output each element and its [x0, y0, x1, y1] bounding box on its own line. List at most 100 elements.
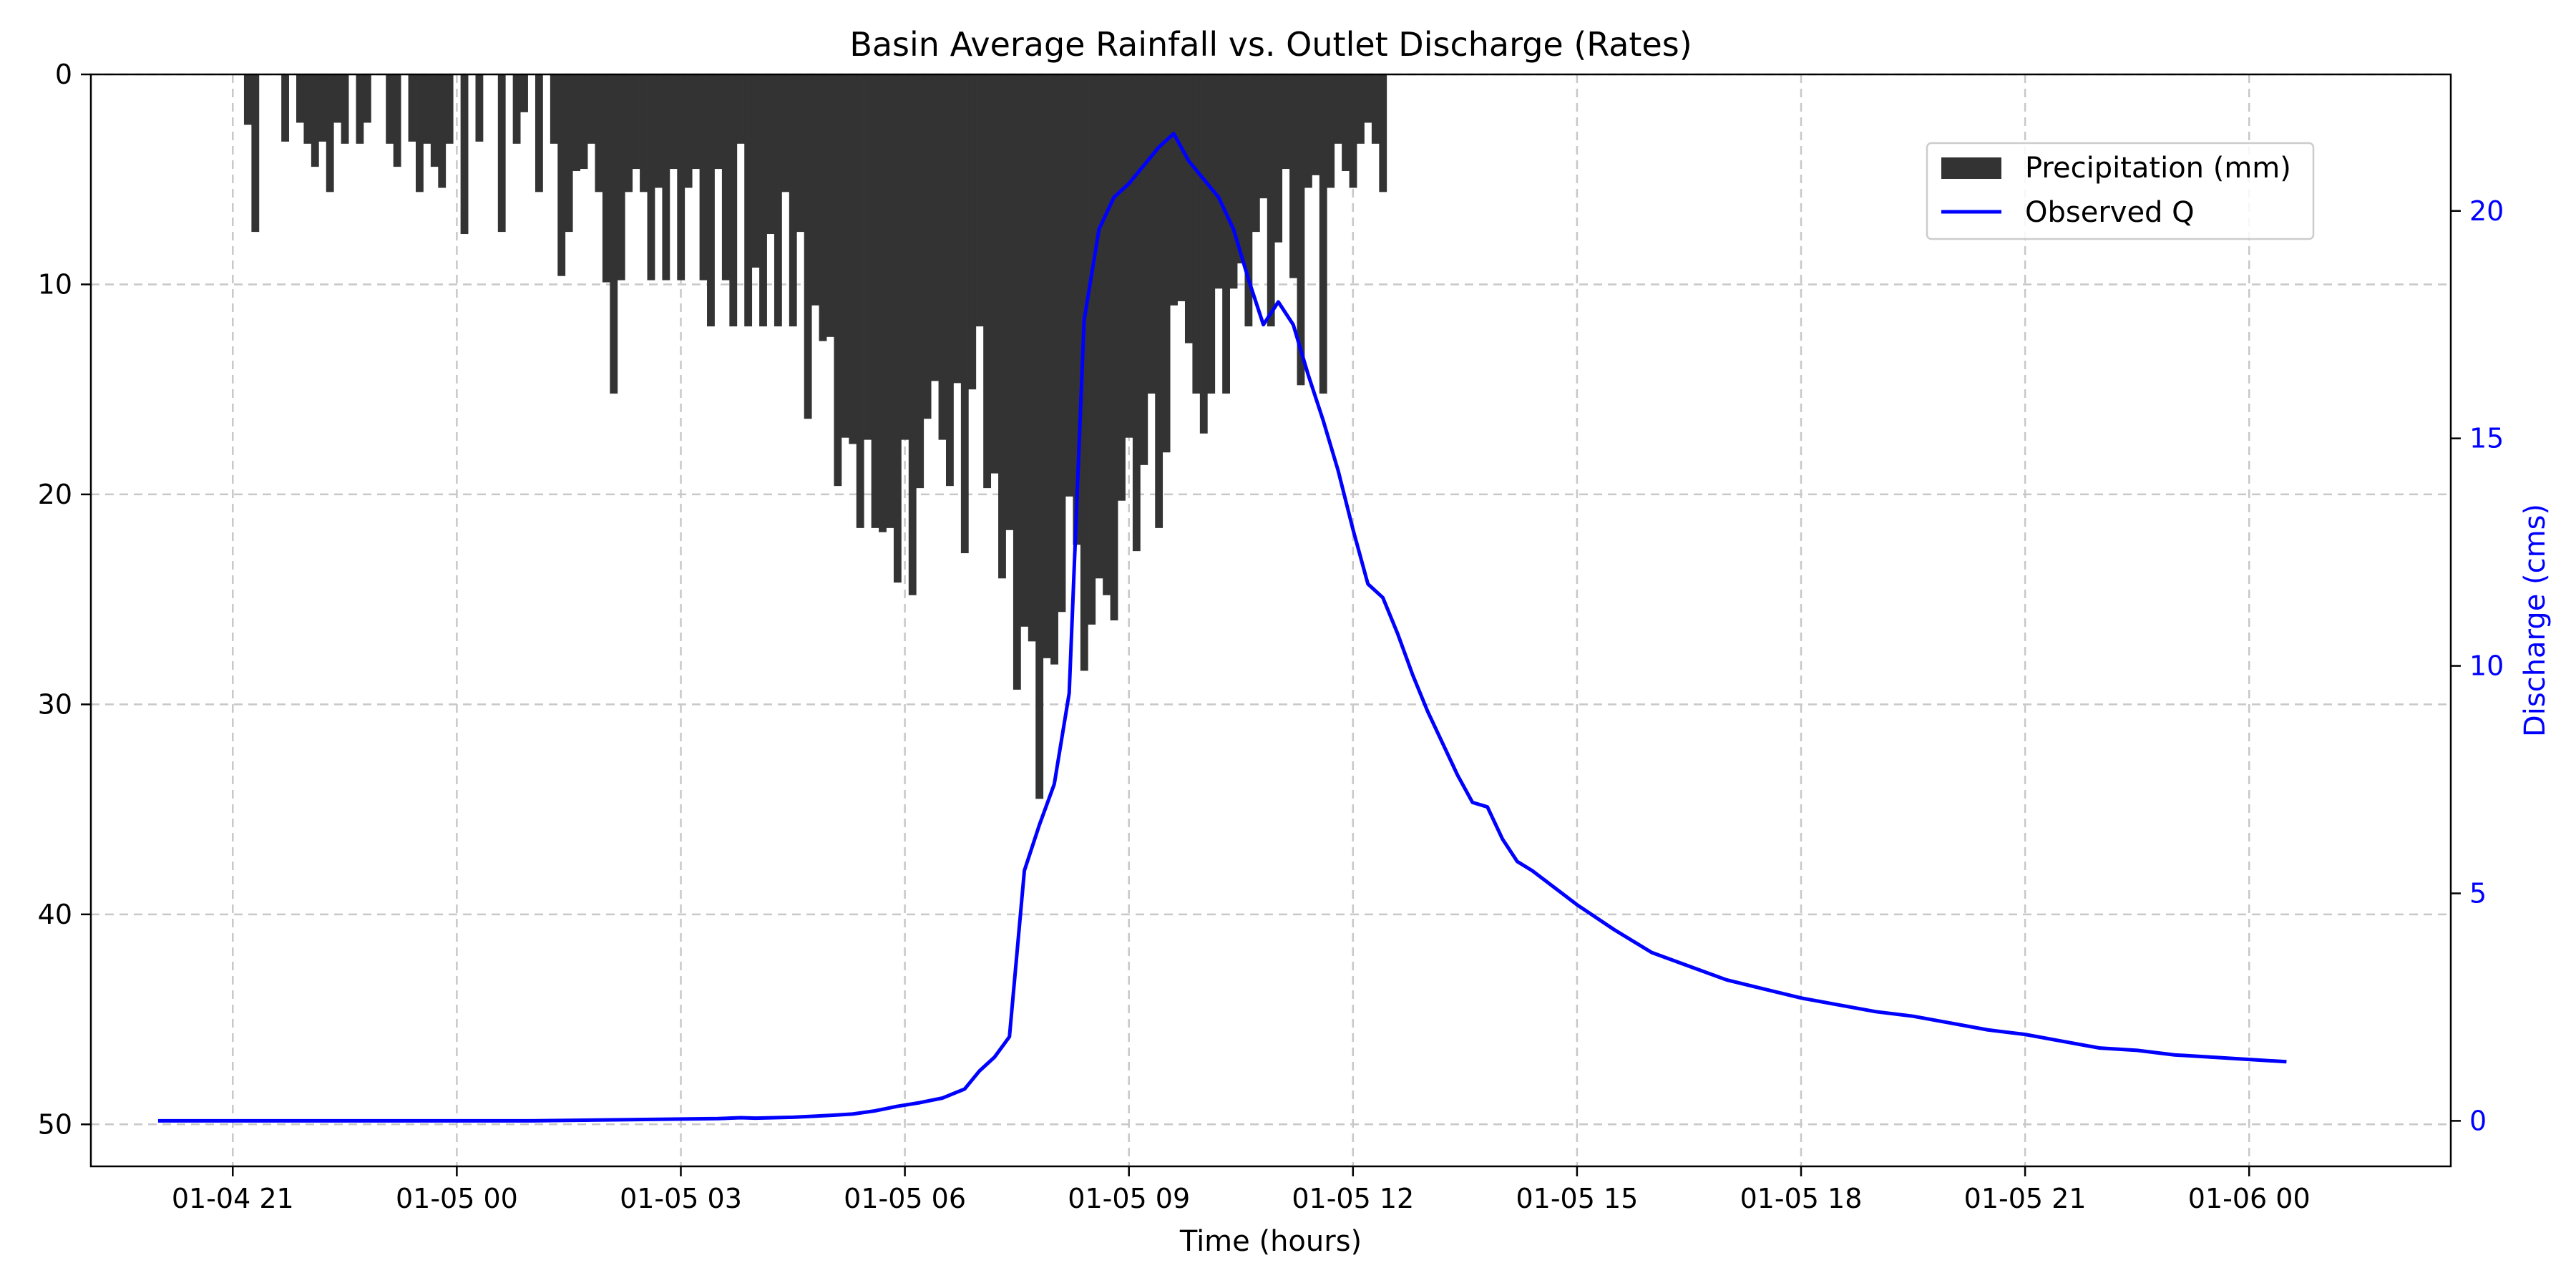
precip-bar-54	[647, 74, 655, 280]
precip-bar-68	[751, 74, 760, 268]
x-tick-label-7: 01-05 18	[1740, 1183, 1863, 1214]
precip-bar-105	[1028, 74, 1036, 642]
precip-bar-45	[580, 74, 588, 170]
precip-bar-125	[1177, 74, 1186, 301]
x-tick-label-2: 01-05 03	[620, 1183, 742, 1214]
precip-bar-104	[1020, 74, 1029, 627]
precip-bar-57	[669, 74, 678, 170]
precip-bar-137	[1267, 74, 1275, 327]
observed-q-line	[157, 132, 2287, 1123]
legend-label-observed-q: Observed Q	[2025, 196, 2195, 229]
precip-bar-141	[1297, 74, 1305, 386]
precip-bar-59	[684, 74, 693, 188]
precip-bar-9	[311, 74, 319, 167]
precip-bar-50	[617, 74, 625, 280]
x-tick-label-4: 01-05 09	[1068, 1183, 1190, 1214]
precip-bar-79	[834, 74, 842, 487]
precip-bar-58	[677, 74, 686, 280]
precip-bar-5	[281, 74, 289, 142]
precip-bar-55	[654, 74, 663, 188]
precip-bar-22	[408, 74, 416, 142]
x-axis-label: Time (hours)	[1179, 1225, 1362, 1258]
precip-bar-152	[1379, 74, 1387, 192]
precip-bar-13	[341, 74, 349, 144]
precip-bar-140	[1289, 74, 1297, 278]
precip-bar-114	[1095, 74, 1103, 579]
precip-bar-1	[251, 74, 260, 233]
precip-bar-10	[318, 74, 327, 142]
precip-bar-37	[520, 74, 528, 112]
precip-bar-69	[759, 74, 767, 327]
precip-bar-7	[296, 74, 304, 123]
precip-bar-84	[871, 74, 879, 528]
precip-bar-142	[1304, 74, 1312, 188]
x-tick-label-3: 01-05 06	[844, 1183, 966, 1214]
precip-bar-116	[1110, 74, 1118, 620]
precip-bar-151	[1371, 74, 1380, 144]
precip-bar-25	[430, 74, 439, 167]
precip-bar-65	[729, 74, 738, 327]
precipitation-bars	[243, 74, 1387, 799]
precip-bar-106	[1035, 74, 1044, 799]
precip-bar-56	[662, 74, 670, 280]
precip-bar-100	[990, 74, 999, 474]
precip-bar-92	[931, 74, 939, 381]
legend-label-precipitation: Precipitation (mm)	[2025, 152, 2291, 185]
precip-bar-72	[781, 74, 790, 192]
precip-bar-66	[736, 74, 745, 144]
right-tick-label-2: 10	[2469, 650, 2504, 682]
precip-bar-89	[908, 74, 917, 595]
x-tick-label-1: 01-05 00	[396, 1183, 518, 1214]
precip-bar-16	[363, 74, 371, 123]
precip-bar-19	[386, 74, 394, 144]
precip-bar-131	[1222, 74, 1230, 394]
precip-bar-99	[983, 74, 992, 489]
precip-bar-148	[1349, 74, 1357, 188]
precip-bar-147	[1342, 74, 1350, 171]
precip-bar-29	[460, 74, 469, 235]
precip-bar-138	[1274, 74, 1283, 243]
precip-bar-31	[475, 74, 484, 142]
precip-bar-78	[826, 74, 834, 337]
left-tick-label-0: 0	[55, 59, 72, 90]
precip-bar-101	[998, 74, 1006, 579]
precip-bar-132	[1229, 74, 1238, 289]
precip-bar-53	[640, 74, 648, 192]
precip-bar-146	[1334, 74, 1342, 144]
precip-bar-44	[572, 74, 581, 171]
precip-bar-75	[804, 74, 812, 419]
precip-bar-133	[1237, 74, 1245, 264]
right-tick-label-4: 20	[2469, 195, 2504, 227]
precip-bar-26	[438, 74, 447, 188]
precip-bar-86	[886, 74, 894, 528]
legend: Precipitation (mm) Observed Q	[1926, 142, 2315, 240]
precip-bar-34	[497, 74, 506, 233]
right-axis-ticks: 0 5 10 15 20	[2451, 195, 2504, 1136]
precip-bar-83	[864, 74, 872, 440]
precip-bar-126	[1184, 74, 1193, 343]
precip-bar-139	[1282, 74, 1290, 170]
right-tick-label-3: 15	[2469, 423, 2504, 454]
precip-bar-47	[595, 74, 603, 192]
x-tick-label-9: 01-06 00	[2188, 1183, 2311, 1214]
precip-bar-62	[707, 74, 715, 327]
precip-bar-129	[1207, 74, 1216, 394]
left-tick-label-2: 20	[38, 479, 72, 510]
precip-bar-82	[856, 74, 864, 528]
precip-bar-123	[1162, 74, 1171, 453]
precip-bar-149	[1357, 74, 1365, 144]
precip-bar-109	[1058, 74, 1066, 613]
precip-bar-136	[1259, 74, 1268, 199]
precip-bar-48	[602, 74, 610, 283]
x-tick-label-5: 01-05 12	[1292, 1183, 1414, 1214]
precip-bar-12	[333, 74, 342, 123]
precip-bar-121	[1147, 74, 1156, 394]
x-axis-ticks: 01-04 21 01-05 00 01-05 03 01-05 06 01-05 09…	[172, 1166, 2311, 1214]
precip-bar-118	[1125, 74, 1133, 438]
precip-bar-93	[938, 74, 947, 440]
precip-bar-115	[1103, 74, 1111, 595]
precip-bar-42	[557, 74, 566, 276]
precip-bar-150	[1364, 74, 1372, 123]
precip-bar-130	[1214, 74, 1223, 289]
